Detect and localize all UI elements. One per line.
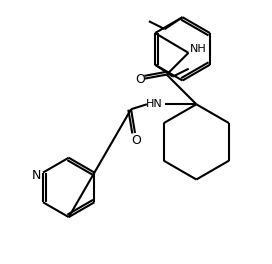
Text: HN: HN — [146, 99, 162, 109]
Text: O: O — [131, 134, 141, 147]
Text: O: O — [135, 73, 145, 86]
Text: NH: NH — [190, 44, 207, 54]
Text: N: N — [31, 169, 41, 182]
